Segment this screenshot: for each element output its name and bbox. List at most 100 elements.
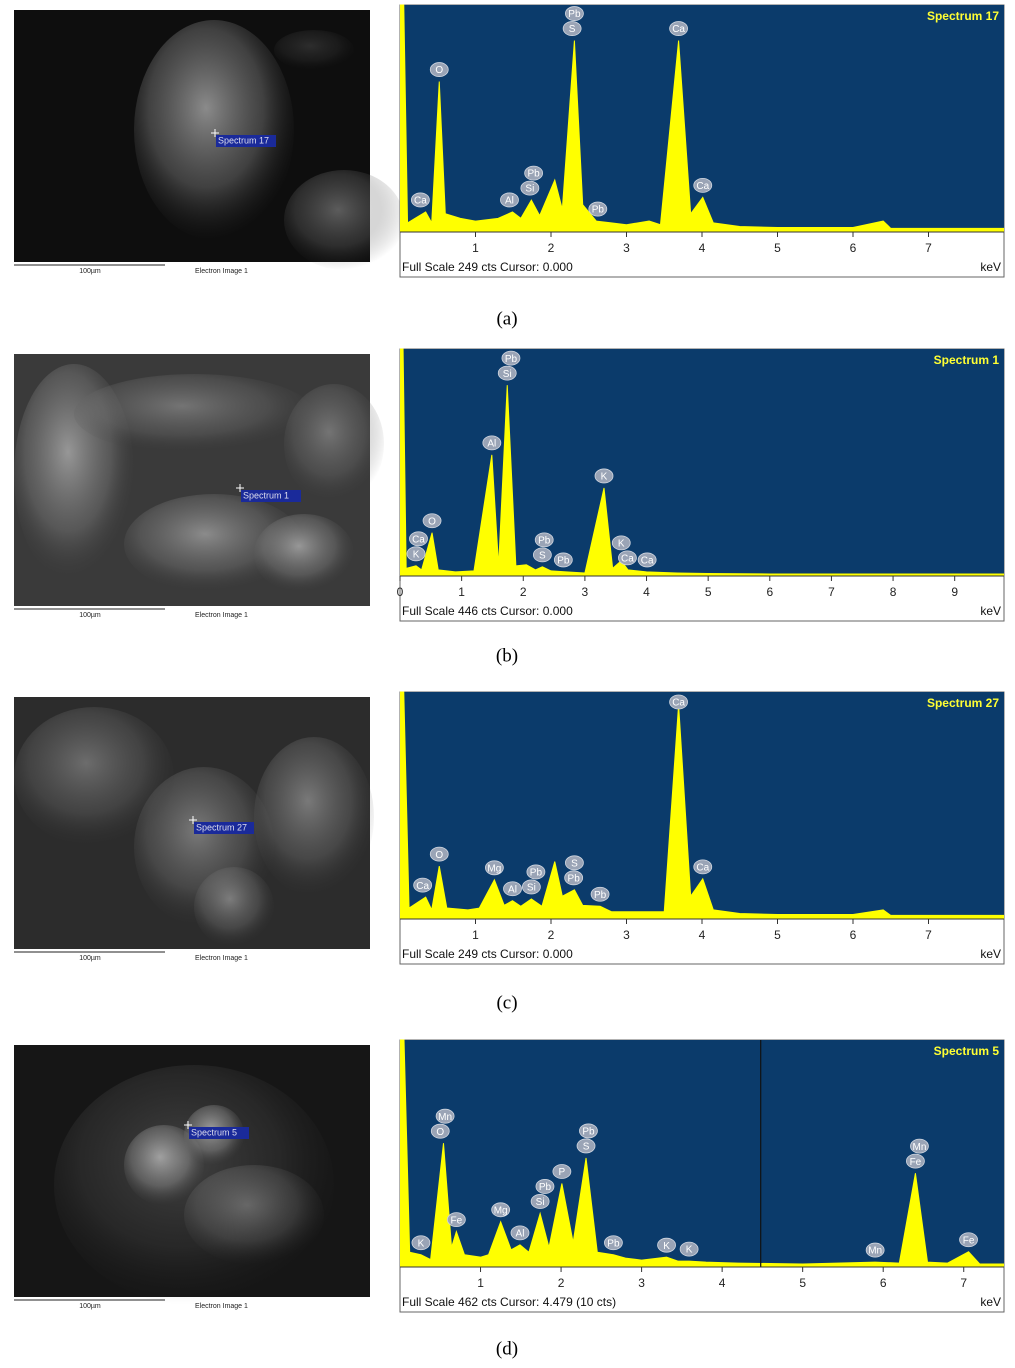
x-tick-label: 4 (699, 928, 706, 942)
peak-label-badge (562, 21, 582, 36)
peak-label-badge (637, 552, 657, 568)
peak-label: Mn (438, 1112, 452, 1123)
peak-label: O (435, 850, 443, 861)
peak-label-badge (530, 1194, 550, 1209)
spectrum-line (400, 4, 1004, 229)
x-tick-label: 3 (623, 928, 630, 942)
peak-label-badge (406, 546, 426, 562)
x-tick-label: 4 (643, 585, 650, 599)
peak-label-badge (429, 62, 449, 77)
peak-label: S (571, 858, 578, 869)
peak-label-badge (500, 192, 519, 208)
peak-label: Ca (672, 24, 685, 35)
spectrum-title: Spectrum 17 (927, 9, 999, 23)
peak-label: Si (527, 883, 536, 894)
x-tick-label: 2 (558, 1276, 565, 1290)
peak-label: Pb (530, 868, 543, 879)
peak-label: Si (525, 184, 534, 195)
x-tick-label: 6 (880, 1276, 887, 1290)
peak-label: S (569, 24, 576, 35)
scale-bar-label: 100µm (79, 955, 101, 962)
peak-label-badge (532, 547, 552, 563)
panel-label: (d) (496, 1338, 518, 1359)
peak-label: Ca (621, 554, 634, 565)
x-tick-label: 1 (472, 241, 479, 255)
peak-label-badge (446, 1212, 466, 1228)
peak-label: Mg (494, 1205, 508, 1216)
peak-label: O (436, 1127, 444, 1138)
x-unit: keV (980, 1295, 1001, 1309)
peak-label: Pb (592, 205, 605, 216)
peak-label: K (601, 472, 608, 483)
peak-label-badge (409, 531, 428, 547)
x-tick-label: 7 (828, 585, 835, 599)
peak-label-badge (520, 180, 540, 196)
peak-label: Ca (672, 698, 685, 709)
peak-label: Si (536, 1197, 545, 1208)
footer: Full Scale 446 cts Cursor: 0.000 (402, 604, 573, 618)
x-tick-label: 5 (799, 1276, 806, 1290)
x-tick-label: 1 (472, 928, 479, 942)
marker-label: Spectrum 17 (218, 135, 269, 145)
spectrum-title: Spectrum 1 (934, 353, 1000, 367)
marker-label: Spectrum 5 (191, 1127, 237, 1137)
peak-label-badge (669, 21, 688, 36)
peak-label: Al (487, 439, 496, 450)
peak-label-badge (590, 886, 610, 902)
peak-label: Pb (607, 1238, 620, 1249)
peak-label-badge (411, 1235, 431, 1251)
sem-particle (14, 707, 174, 847)
sem-particle (274, 30, 354, 70)
peak-label-badge (482, 435, 502, 451)
marker-label-bg (194, 822, 254, 834)
peak-label-badge (430, 1123, 450, 1139)
sem-particle (254, 514, 354, 594)
x-tick-label: 2 (548, 928, 555, 942)
peak-label: Mg (487, 863, 501, 874)
x-tick-label: 0 (397, 585, 404, 599)
x-tick-label: 5 (774, 928, 781, 942)
peak-label-badge (576, 1138, 596, 1154)
scale-bar-label: 100µm (79, 612, 101, 619)
sem-particle (134, 20, 294, 240)
x-tick-label: 5 (774, 241, 781, 255)
peak-label-badge (579, 1123, 598, 1139)
peak-label-badge (565, 855, 584, 871)
x-tick-label: 6 (850, 241, 857, 255)
x-tick-label: 6 (850, 928, 857, 942)
peak-label-badge (535, 1179, 555, 1194)
peak-label: Ca (696, 863, 709, 874)
peak-label: O (435, 65, 443, 76)
peak-label: Al (516, 1229, 525, 1240)
peak-label-badge (435, 1108, 455, 1124)
peak-label: Al (505, 196, 514, 207)
peak-label-badge (594, 468, 614, 484)
peak-label: O (428, 516, 436, 527)
peak-label-badge (910, 1138, 929, 1154)
peak-label-badge (618, 550, 637, 566)
spectrum-marker (211, 129, 219, 137)
peak-label: K (663, 1241, 670, 1252)
x-tick-label: 3 (623, 241, 630, 255)
peak-label: P (559, 1167, 566, 1178)
x-tick-label: 6 (766, 585, 773, 599)
panel-label: (c) (496, 992, 517, 1013)
peak-label: Pb (594, 890, 607, 901)
footer: Full Scale 249 cts Cursor: 0.000 (402, 947, 573, 961)
image-caption: Electron Image 1 (195, 268, 248, 275)
x-unit: keV (980, 947, 1001, 961)
x-tick-label: 4 (699, 241, 706, 255)
peak-label: Pb (528, 169, 541, 180)
x-tick-label: 5 (705, 585, 712, 599)
marker-label: Spectrum 1 (243, 490, 289, 500)
panel-label: (a) (496, 308, 517, 329)
footer: Full Scale 249 cts Cursor: 0.000 (402, 260, 573, 274)
spectrum-marker (236, 484, 244, 492)
peak-label: K (618, 539, 625, 550)
image-caption: Electron Image 1 (195, 955, 248, 962)
peak-label-badge (611, 535, 631, 551)
x-tick-label: 2 (520, 585, 527, 599)
peak-label: Pb (568, 9, 581, 20)
